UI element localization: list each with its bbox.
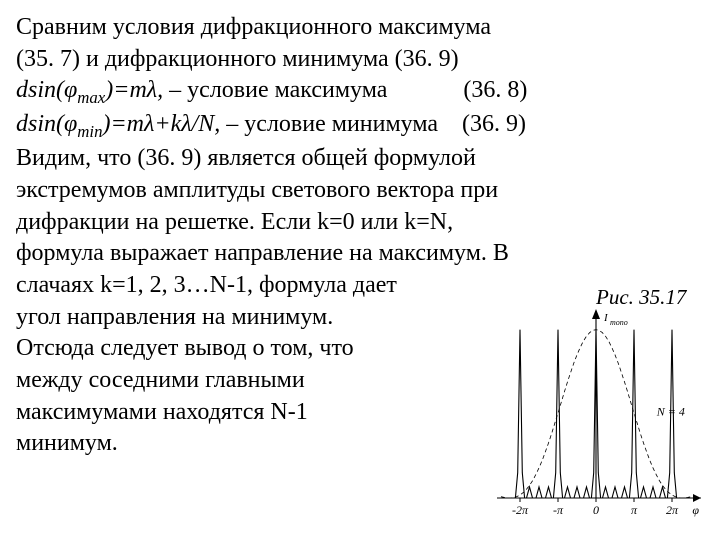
svg-text:2π: 2π bbox=[666, 503, 679, 517]
eq-max-desc: – условие максимума bbox=[163, 77, 387, 103]
eq-max-lhs-a: dsin(φ bbox=[16, 77, 77, 103]
eq-num-36-9: (36. 9) bbox=[462, 109, 526, 141]
line-1: Сравним условия дифракционного максимума bbox=[16, 12, 704, 44]
line-5: Видим, что (36. 9) является общей формул… bbox=[16, 143, 704, 175]
eq-min-desc: – условие минимума bbox=[220, 111, 438, 137]
eq-min-sub: min bbox=[77, 122, 102, 141]
line-2: (35. 7) и дифракционного минимума (36. 9… bbox=[16, 44, 704, 76]
svg-text:mono: mono bbox=[610, 318, 628, 327]
svg-text:φ: φ bbox=[692, 503, 699, 517]
diffraction-figure: -2π -π 0 π 2π φ N = 4 Imono bbox=[487, 305, 705, 520]
eq-min-lhs-b: )=mλ+kλ/N, bbox=[102, 111, 220, 137]
svg-text:π: π bbox=[631, 503, 638, 517]
svg-text:0: 0 bbox=[593, 503, 599, 517]
svg-text:I: I bbox=[603, 312, 609, 324]
line-8: формула выражает направление на максимум… bbox=[16, 238, 704, 270]
svg-text:-π: -π bbox=[553, 503, 564, 517]
eq-max-lhs-b: )=mλ, bbox=[105, 77, 163, 103]
svg-text:-2π: -2π bbox=[512, 503, 529, 517]
eq-min-lhs-a: dsin(φ bbox=[16, 111, 77, 137]
line-3: dsin(φmax)=mλ, – условие максимума (36. … bbox=[16, 75, 704, 109]
eq-max-sub: max bbox=[77, 88, 105, 107]
line-7: дифракции на решетке. Если k=0 или k=N, bbox=[16, 207, 704, 239]
line-6: экстремумов амплитуды светового вектора … bbox=[16, 175, 704, 207]
svg-text:N = 4: N = 4 bbox=[656, 405, 685, 419]
diffraction-plot: -2π -π 0 π 2π φ N = 4 Imono bbox=[487, 305, 705, 520]
line-4: dsin(φmin)=mλ+kλ/N, – условие минимума (… bbox=[16, 109, 704, 143]
eq-num-36-8: (36. 8) bbox=[463, 75, 527, 107]
